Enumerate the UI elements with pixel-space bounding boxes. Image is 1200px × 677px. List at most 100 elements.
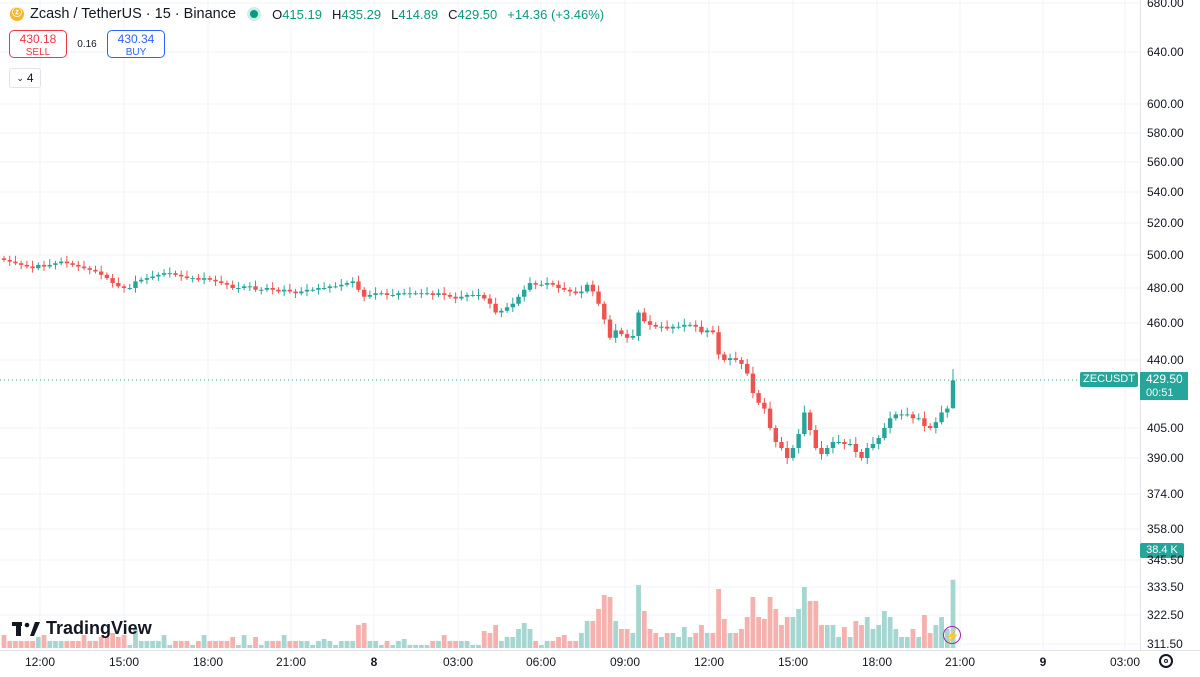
volume-bar [155, 641, 161, 648]
volume-bar [436, 641, 441, 648]
candle-body [522, 289, 527, 297]
candle-body [779, 442, 784, 448]
volume-bar [779, 625, 784, 648]
indicators-count: 4 [26, 71, 34, 85]
chart-area[interactable] [0, 0, 1140, 650]
time-scale[interactable] [0, 650, 1200, 677]
candle-body [516, 296, 521, 304]
volume-bar [167, 645, 173, 648]
volume-bar [847, 637, 853, 648]
sell-label: SELL [25, 47, 51, 58]
buy-price: 430.34 [117, 32, 155, 46]
volume-bar [310, 645, 316, 648]
candle-body [179, 274, 184, 277]
candle-body [259, 289, 264, 291]
volume-bar [910, 629, 916, 648]
price-tick-label: 322.50 [1147, 608, 1184, 622]
volume-bar [824, 625, 830, 648]
market-status-icon[interactable] [250, 10, 259, 18]
volume-bar [270, 641, 276, 648]
candle-body [767, 408, 773, 428]
volume-bar [538, 645, 544, 648]
volume-bar [556, 637, 561, 648]
time-tick-label: 9 [1039, 655, 1047, 669]
volume-bar [916, 637, 922, 648]
candle-body [870, 444, 876, 448]
candle-body [590, 284, 596, 292]
volume-bar [841, 627, 847, 648]
volume-bar [681, 627, 687, 648]
price-tick-label: 311.50 [1147, 637, 1183, 651]
candle-body [602, 303, 607, 320]
volume-bar [744, 617, 750, 648]
lightning-icon[interactable]: ⚡ [943, 626, 961, 644]
candle-body [173, 273, 178, 275]
volume-bar [659, 637, 664, 648]
volume-bar [716, 589, 722, 648]
volume-bar [133, 629, 138, 648]
candle-body [682, 324, 687, 327]
candle-body [916, 418, 921, 420]
candle-body [527, 283, 533, 290]
candle-body [1, 258, 7, 260]
price-scale[interactable] [1140, 0, 1200, 650]
volume-bar [24, 641, 30, 648]
candle-body [859, 452, 864, 458]
volume-bar [579, 633, 584, 648]
volume-bar [893, 629, 899, 648]
symbol-title[interactable]: Zcash / TetherUS · 15 · Binance [30, 6, 237, 22]
buy-button[interactable]: 430.34 BUY [107, 30, 165, 58]
tradingview-logo[interactable]: TradingView [12, 618, 152, 639]
symbol-legend: ⓩ Zcash / TetherUS · 15 · Binance O415.1… [10, 6, 604, 22]
volume-bar [727, 633, 733, 648]
volume-bar [201, 635, 207, 648]
volume-bar [750, 597, 756, 648]
candle-body [504, 307, 510, 311]
time-tick-label: 21:00 [275, 655, 307, 669]
volume-bar [899, 637, 904, 648]
candlestick-chart[interactable] [0, 0, 1140, 650]
candle-body [361, 289, 367, 297]
bar-countdown: 00:51 [1146, 387, 1174, 399]
candle-body [13, 261, 18, 264]
volume-bar [7, 641, 13, 648]
settings-icon[interactable] [1159, 654, 1173, 668]
time-tick-label: 8 [370, 655, 378, 669]
volume-bar [653, 633, 659, 648]
candle-body [733, 358, 738, 360]
candle-body [762, 402, 767, 409]
candle-body [756, 393, 761, 403]
volume-bar [98, 637, 104, 648]
candle-body [161, 273, 167, 275]
volume-bar [75, 641, 81, 648]
volume-bar [281, 635, 287, 648]
candle-body [493, 303, 498, 313]
volume-bar [441, 635, 447, 648]
time-tick-label: 06:00 [525, 655, 557, 669]
candle-body [773, 428, 778, 442]
candle-body [722, 354, 727, 360]
ohlc-high: H435.29 [331, 6, 382, 22]
candle-body [7, 259, 12, 262]
volume-bar [264, 641, 270, 648]
candle-body [321, 288, 327, 289]
price-tick-label: 520.00 [1147, 216, 1184, 230]
candle-body [230, 284, 235, 288]
candle-body [785, 448, 790, 458]
volume-bar [407, 645, 413, 648]
volume-bar [378, 645, 384, 648]
candle-body [367, 295, 373, 297]
candle-body [219, 281, 224, 284]
volume-bar [693, 633, 699, 648]
sell-button[interactable]: 430.18 SELL [9, 30, 67, 58]
volume-bar [922, 615, 927, 648]
candle-body [933, 422, 939, 428]
time-tick-label: 03:00 [442, 655, 474, 669]
volume-bar [110, 633, 116, 648]
indicators-toggle-button[interactable]: ⌄ 4 [9, 68, 41, 88]
candle-body [24, 264, 30, 267]
price-tick-label: 540.00 [1147, 185, 1184, 199]
price-tick-label: 460.00 [1147, 316, 1184, 330]
candle-body [487, 298, 493, 304]
candle-body [562, 288, 567, 290]
